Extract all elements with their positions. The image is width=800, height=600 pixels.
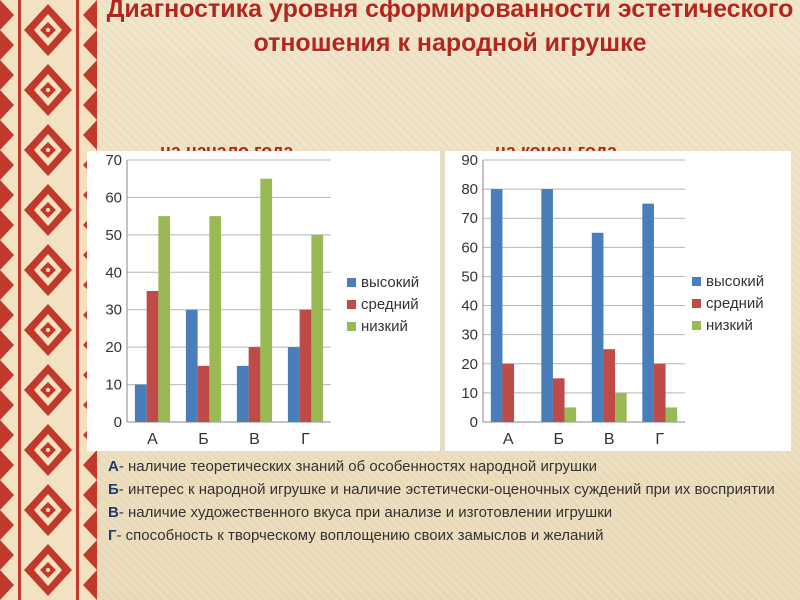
bar-medium [502, 363, 515, 422]
y-tick-label: 40 [461, 298, 478, 315]
bar-low [564, 407, 577, 422]
legend-end: высокий средний низкий [692, 270, 764, 336]
y-tick-label: 20 [105, 339, 122, 356]
y-tick-label: 20 [461, 356, 478, 373]
bar-medium [248, 347, 261, 422]
note-b: Б- интерес к народной игрушке и наличие … [108, 478, 798, 501]
chart-panel-start: 0 10 20 30 40 50 60 70 А Б В Г [87, 151, 440, 451]
note-c: В- наличие художественного вкуса при ана… [108, 501, 798, 524]
y-tick-label: 30 [105, 302, 122, 319]
bar-low [209, 216, 222, 422]
x-tick-label: А [503, 431, 514, 448]
legend-item-medium: средний [692, 292, 764, 314]
legend-swatch-medium [347, 299, 356, 309]
note-key: А [108, 458, 119, 475]
x-tick-label: Г [655, 431, 664, 448]
bar-high [490, 189, 503, 422]
note-text: - наличие теоретических знаний об особен… [118, 458, 597, 475]
legend-swatch-medium [692, 298, 701, 308]
x-tick-label: Г [301, 431, 310, 448]
note-key: В [108, 504, 119, 521]
bar-medium [146, 291, 159, 422]
y-tick-label: 50 [105, 227, 122, 244]
x-tick-label: В [249, 431, 260, 448]
bar-low [665, 407, 678, 422]
bar-high [287, 347, 300, 422]
bar-medium [653, 363, 666, 422]
y-tick-label: 10 [461, 385, 478, 402]
y-tick-label: 70 [105, 152, 122, 169]
chart-start: 0 10 20 30 40 50 60 70 А Б В Г [105, 152, 331, 448]
legend-item-low: низкий [692, 314, 764, 336]
chart-end: 0 10 20 30 40 50 60 70 80 90 А Б В Г [461, 152, 685, 448]
bar-medium [299, 309, 312, 422]
legend-label-high: высокий [361, 273, 420, 291]
y-tick-label: 40 [105, 264, 122, 281]
y-tick-label: 30 [461, 327, 478, 344]
y-tick-label: 50 [461, 268, 478, 285]
y-tick-label: 0 [114, 414, 122, 431]
panel-gap [440, 151, 445, 451]
note-text: - наличие художественного вкуса при анал… [118, 504, 613, 521]
ornament-border [0, 0, 97, 600]
legend-item-high: высокий [692, 270, 764, 292]
bar-high [134, 384, 147, 422]
bar-low [311, 234, 324, 422]
bar-low [615, 392, 627, 422]
legend-label-high: высокий [706, 272, 765, 290]
bar-high [541, 189, 553, 422]
bar-medium [552, 378, 565, 422]
legend-label-low: низкий [361, 317, 408, 335]
legend-swatch-low [692, 320, 701, 330]
legend-label-medium: средний [361, 295, 419, 313]
bar-low [260, 178, 273, 422]
legend-label-medium: средний [706, 294, 764, 312]
y-tick-label: 60 [105, 189, 122, 206]
legend-panel-end [685, 151, 791, 451]
slide-title: Диагностика уровня сформированности эсте… [106, 0, 794, 57]
note-key: Б [108, 481, 119, 498]
chart-panel-end: 0 10 20 30 40 50 60 70 80 90 А Б В Г [445, 151, 685, 451]
bar-high [591, 232, 604, 422]
bar-high [642, 203, 654, 422]
legend-swatch-low [347, 321, 356, 331]
note-text: - способность к творческому воплощению с… [116, 527, 604, 544]
x-tick-label: Б [554, 431, 565, 448]
y-tick-label: 10 [105, 377, 122, 394]
note-text: - интерес к народной игрушке и наличие э… [118, 481, 775, 498]
legend-item-low: низкий [347, 315, 419, 337]
legend-item-medium: средний [347, 293, 419, 315]
note-key: Г [108, 527, 117, 544]
bar-high [185, 309, 198, 422]
y-tick-label: 60 [461, 239, 478, 256]
note-a: А- наличие теоретических знаний об особе… [108, 455, 798, 478]
ornament-pattern [0, 0, 97, 600]
legend-item-high: высокий [347, 271, 419, 293]
bar-high [236, 365, 249, 422]
x-tick-label: А [147, 431, 158, 448]
legend-swatch-high [347, 277, 356, 287]
note-d: Г- способность к творческому воплощению … [108, 524, 798, 547]
legend-label-low: низкий [706, 316, 753, 334]
bar-low [158, 216, 171, 422]
x-tick-label: Б [198, 431, 209, 448]
legend-swatch-high [692, 276, 701, 286]
criteria-notes: А- наличие теоретических знаний об особе… [108, 455, 798, 547]
y-tick-label: 80 [461, 181, 478, 198]
bar-medium [603, 349, 616, 422]
bar-medium [197, 365, 210, 422]
legend-start: высокий средний низкий [87, 151, 440, 451]
y-tick-label: 0 [470, 414, 478, 431]
x-tick-label: В [604, 431, 615, 448]
y-tick-label: 90 [461, 152, 478, 169]
y-tick-label: 70 [461, 210, 478, 227]
